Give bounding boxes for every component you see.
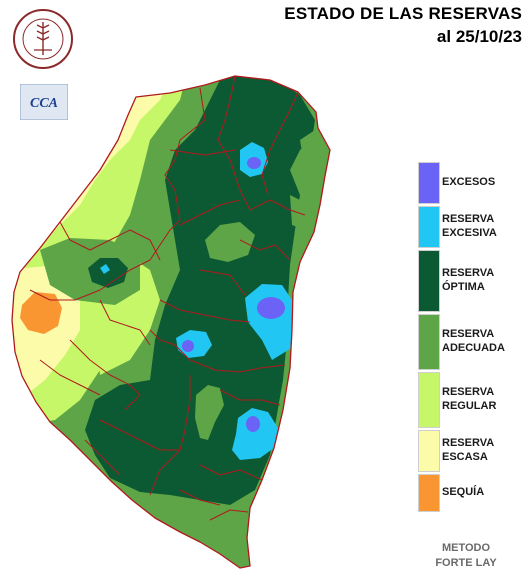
legend-item: RESERVA REGULAR	[418, 372, 528, 430]
legend-item: RESERVA ADECUADA	[418, 314, 528, 372]
legend-swatch	[418, 206, 440, 248]
map-title: ESTADO DE LAS RESERVAS	[284, 4, 522, 23]
legend-swatch	[418, 474, 440, 512]
method-label: METODO FORTE LAY	[428, 541, 504, 571]
legend-label-line1: RESERVA	[442, 328, 495, 340]
map-date: al 25/10/23	[436, 27, 522, 46]
legend-swatch	[418, 372, 440, 428]
legend-item: EXCESOS	[418, 162, 528, 206]
method-line1: METODO	[441, 542, 491, 554]
cca-logo: CCA	[20, 84, 68, 120]
legend-label-line2: REGULAR	[442, 400, 497, 412]
legend-swatch	[418, 162, 440, 204]
legend-label: RESERVA ESCASA	[442, 436, 494, 464]
legend-label: RESERVA EXCESIVA	[442, 212, 497, 240]
legend-label: RESERVA REGULAR	[442, 385, 496, 413]
legend-label-line2: ESCASA	[442, 451, 488, 463]
legend-item: SEQUÍA	[418, 474, 528, 514]
legend-label: RESERVA ADECUADA	[442, 327, 505, 355]
legend-swatch	[418, 430, 440, 472]
legend-label-line2: ADECUADA	[442, 342, 505, 354]
legend-label-line1: SEQUÍA	[442, 486, 485, 498]
legend-label-line1: RESERVA	[442, 386, 495, 398]
legend-label: RESERVA ÓPTIMA	[442, 266, 494, 294]
cca-logo-text: CCA	[30, 96, 58, 111]
legend-label-line2: ÓPTIMA	[442, 281, 485, 293]
legend-label-line1: RESERVA	[442, 213, 495, 225]
bolsa-cereales-seal	[13, 9, 73, 69]
legend-label-line1: RESERVA	[442, 437, 495, 449]
legend-label-line1: EXCESOS	[442, 176, 496, 188]
legend-label: SEQUÍA	[442, 485, 484, 499]
legend-label-line1: RESERVA	[442, 267, 495, 279]
legend-label: EXCESOS	[442, 175, 495, 189]
legend-swatch	[418, 314, 440, 370]
legend-item: RESERVA EXCESIVA	[418, 206, 528, 250]
legend-label-line2: EXCESIVA	[442, 227, 497, 239]
method-line2: FORTE LAY	[435, 557, 497, 569]
legend-item: RESERVA ÓPTIMA	[418, 250, 528, 314]
legend-item: RESERVA ESCASA	[418, 430, 528, 474]
legend-swatch	[418, 250, 440, 312]
